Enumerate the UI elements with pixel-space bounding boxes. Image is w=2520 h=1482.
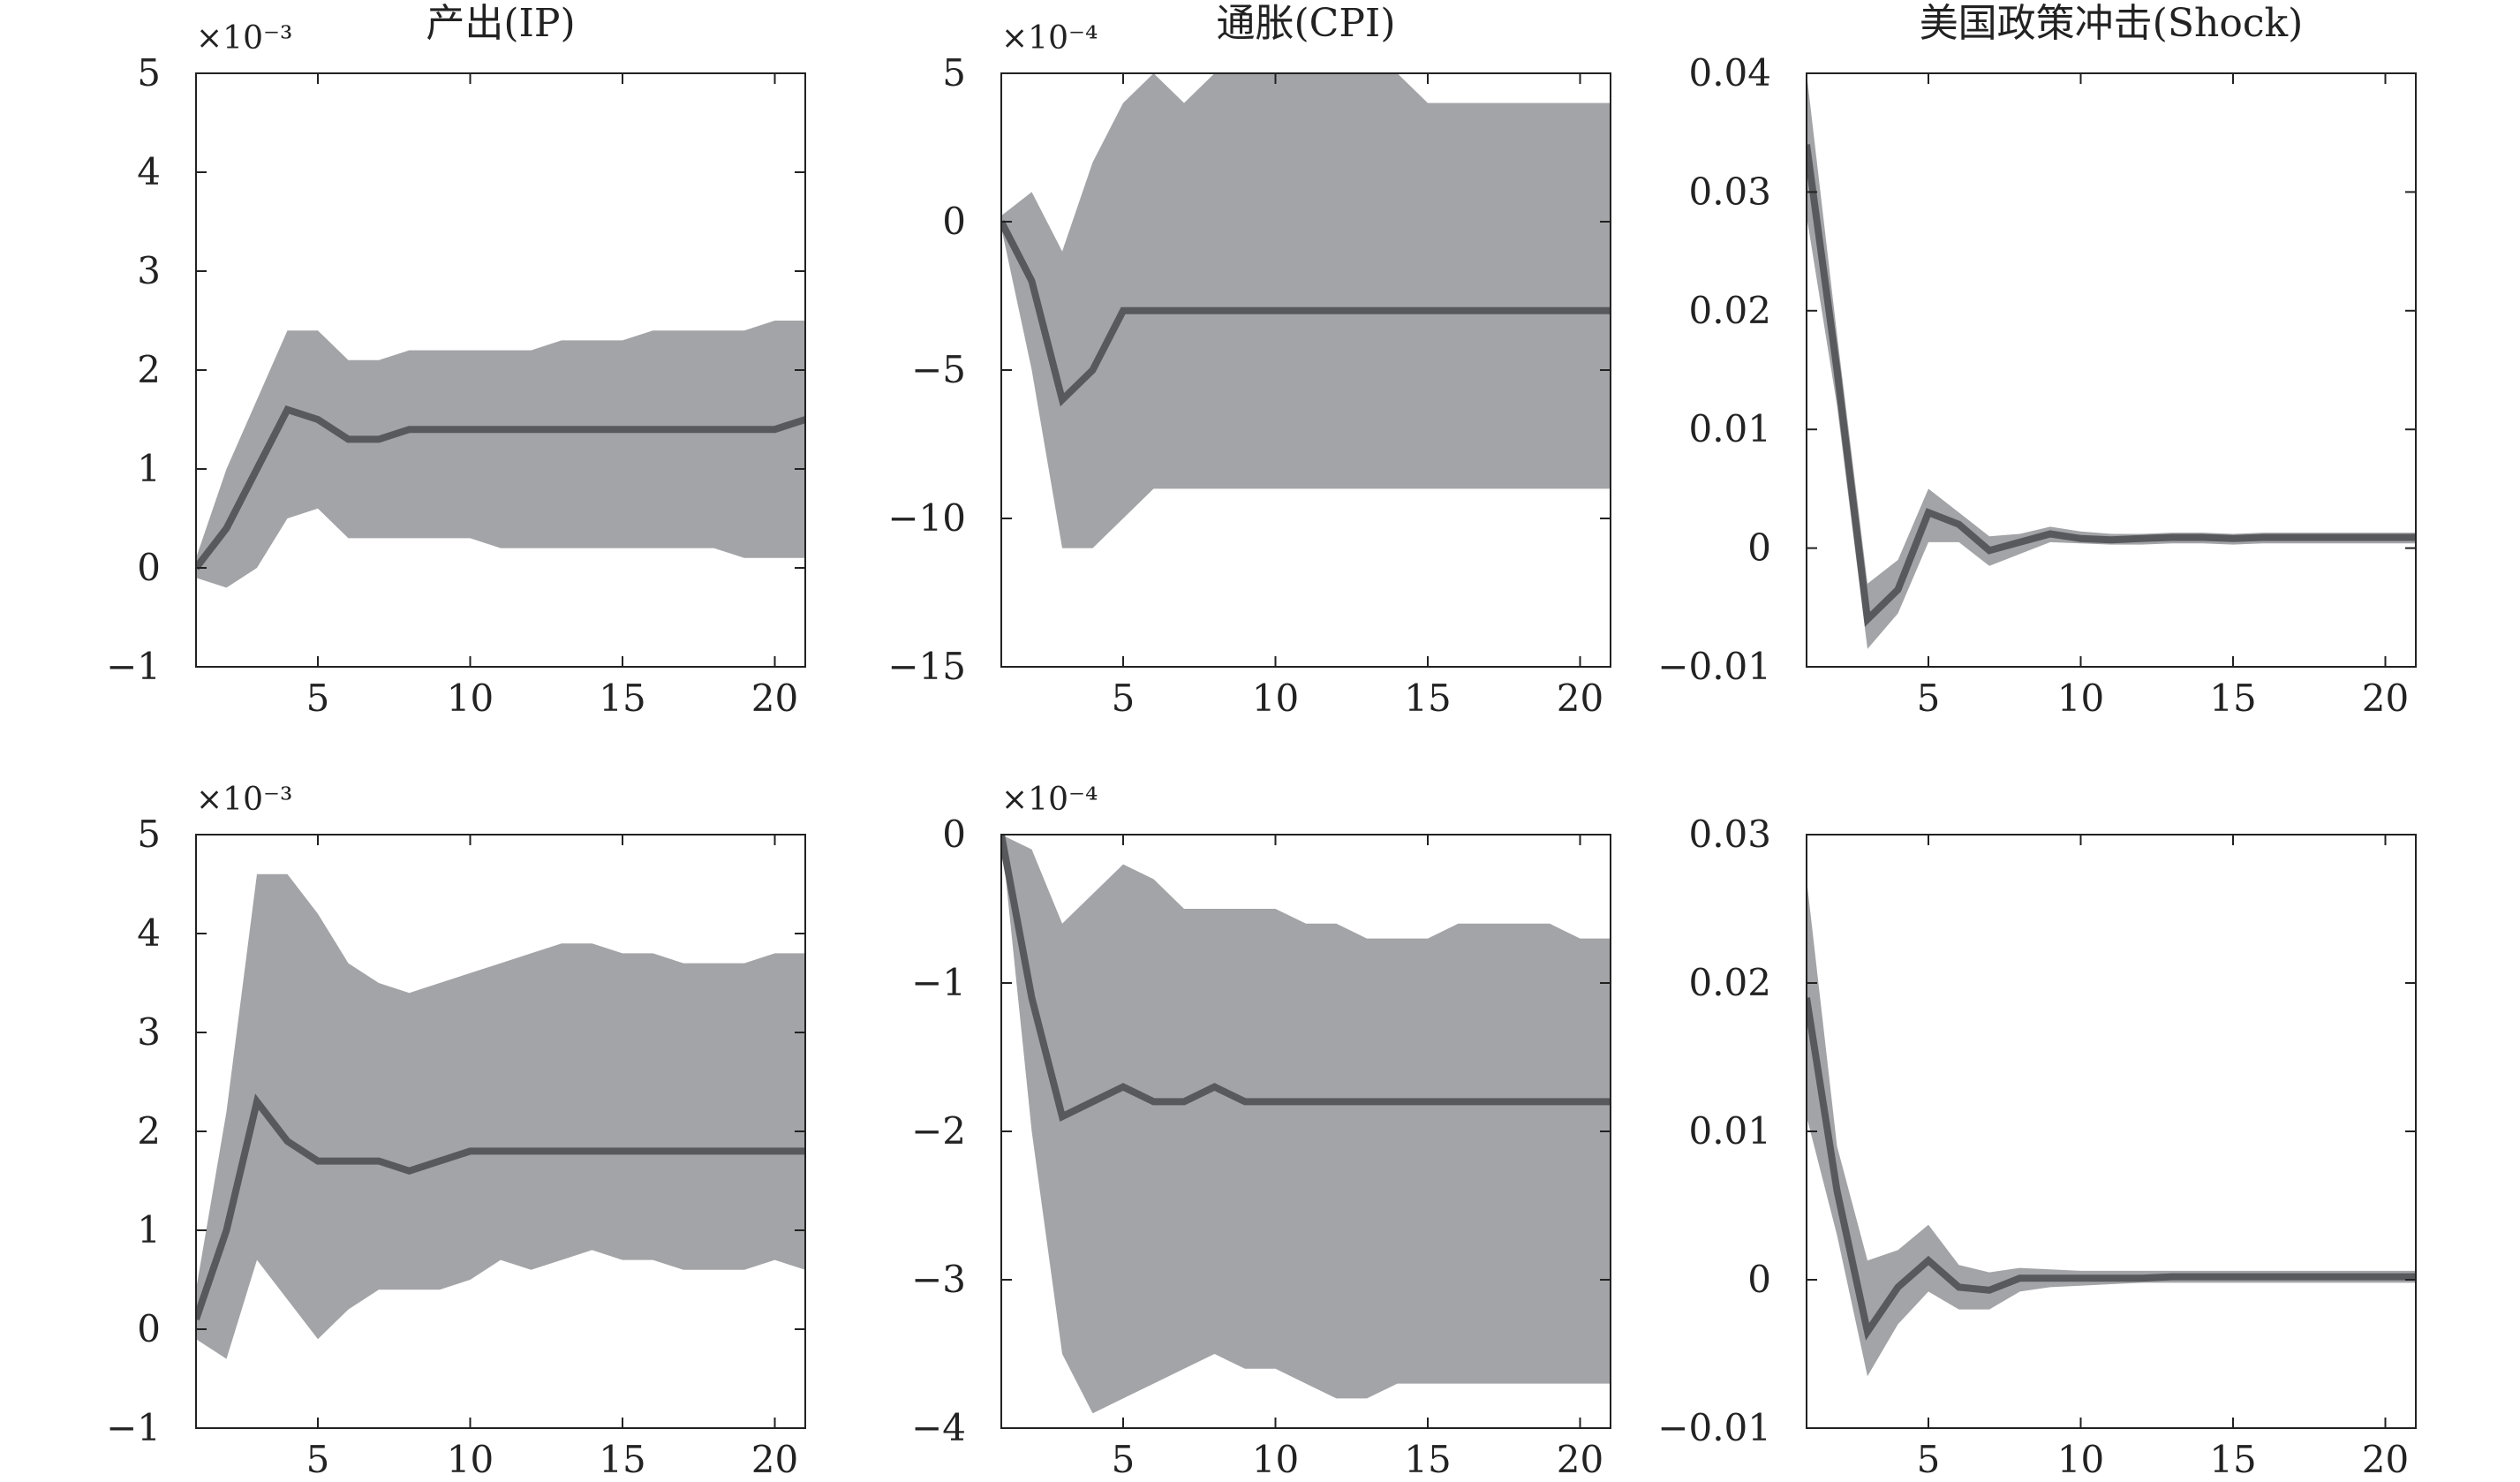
y-tick-label: −2 [911, 1109, 966, 1153]
y-tick-label: −0.01 [1657, 1406, 1771, 1449]
axis-multiplier: ×10⁻³ [196, 20, 292, 57]
x-tick-label: 15 [2209, 677, 2256, 720]
x-tick-label: 15 [2209, 1438, 2256, 1481]
x-tick-label: 15 [599, 677, 645, 720]
confidence-band [1001, 835, 1611, 1414]
y-tick-label: −10 [887, 496, 966, 540]
y-tick-label: 0.02 [1688, 961, 1771, 1004]
y-tick-label: 0.04 [1688, 51, 1771, 95]
x-tick-label: 15 [599, 1438, 645, 1481]
plot-area [1807, 835, 2416, 1428]
y-tick-label: 0.01 [1688, 1109, 1771, 1153]
response-line [1001, 835, 1611, 1122]
x-tick-label: 10 [1252, 677, 1299, 720]
y-tick-label: 0 [137, 546, 161, 589]
response-line [1807, 144, 2416, 627]
response-line [196, 405, 805, 571]
y-tick-label: 1 [137, 447, 161, 490]
y-tick-label: 2 [137, 1109, 161, 1153]
x-tick-label: 10 [447, 1438, 494, 1481]
axis-multiplier: ×10⁻⁴ [1001, 20, 1098, 57]
x-tick-label: 5 [1917, 1438, 1941, 1481]
y-tick-label: 0 [1747, 526, 1771, 570]
y-tick-label: 4 [137, 911, 161, 955]
y-tick-label: −0.01 [1657, 645, 1771, 688]
x-tick-label: 10 [2057, 1438, 2104, 1481]
y-tick-label: 5 [942, 51, 966, 95]
x-tick-label: 20 [751, 677, 798, 720]
chart-panel-row2-col1: 5 10 15 20 −1 0 1 2 3 4 5 ×10⁻³ [106, 782, 806, 1481]
x-tick-label: 5 [1112, 1438, 1136, 1481]
chart-panel-row1-col1: 5 10 15 20 −1 0 1 2 3 4 5 ×10⁻³ 产出(IP) [106, 1, 806, 720]
y-tick-label: 4 [137, 150, 161, 193]
x-tick-label: 5 [1917, 677, 1941, 720]
confidence-band [196, 873, 805, 1359]
y-tick-label: 0 [942, 200, 966, 243]
y-tick-label: 3 [137, 1010, 161, 1054]
response-line [196, 1093, 805, 1321]
y-tick-label: 1 [137, 1208, 161, 1251]
x-tick-label: 20 [2362, 1438, 2409, 1481]
y-tick-label: 0 [942, 813, 966, 856]
y-tick-label: −1 [911, 961, 966, 1004]
y-tick-label: 0.02 [1688, 289, 1771, 332]
x-tick-label: 5 [1112, 677, 1136, 720]
x-tick-label: 20 [1557, 1438, 1603, 1481]
x-tick-label: 20 [1557, 677, 1603, 720]
axis-multiplier: ×10⁻³ [196, 782, 292, 818]
x-tick-label: 15 [1404, 1438, 1451, 1481]
y-tick-label: 3 [137, 249, 161, 292]
y-tick-label: 2 [137, 348, 161, 391]
y-tick-label: −1 [106, 1406, 161, 1449]
y-tick-label: 0 [137, 1307, 161, 1350]
x-tick-label: 10 [447, 677, 494, 720]
y-tick-label: −15 [887, 645, 966, 688]
x-tick-label: 5 [306, 677, 330, 720]
x-tick-label: 5 [306, 1438, 330, 1481]
panel-title: 产出(IP) [426, 1, 575, 46]
x-tick-label: 10 [2057, 677, 2104, 720]
axis-multiplier: ×10⁻⁴ [1001, 782, 1098, 818]
y-tick-label: 5 [137, 813, 161, 856]
x-tick-label: 15 [1404, 677, 1451, 720]
y-tick-label: −3 [911, 1258, 966, 1301]
y-tick-label: 0.03 [1688, 170, 1771, 213]
y-tick-label: −1 [106, 645, 161, 688]
y-tick-label: 0.03 [1688, 813, 1771, 856]
chart-panel-row2-col2: 5 10 15 20 −4 −3 −2 −1 0 ×10⁻⁴ [911, 782, 1611, 1481]
y-tick-label: −4 [911, 1406, 966, 1449]
chart-panel-row1-col2: 5 10 15 20 −15 −10 −5 0 5 ×10⁻⁴ 通胀(CPI) [887, 1, 1611, 720]
plot-frame [1806, 72, 2417, 668]
confidence-band [196, 321, 805, 588]
panel-title: 美国政策冲击(Shock) [1920, 1, 2304, 46]
x-tick-label: 20 [2362, 677, 2409, 720]
chart-panel-row2-col3: 5 10 15 20 −0.01 0 0.01 0.02 0.03 [1657, 813, 2417, 1481]
y-tick-label: −5 [911, 348, 966, 391]
y-tick-label: 0.01 [1688, 407, 1771, 450]
x-tick-label: 20 [751, 1438, 798, 1481]
response-line [1001, 220, 1611, 407]
panel-title: 通胀(CPI) [1217, 1, 1396, 46]
chart-panel-row1-col3: 5 10 15 20 −0.01 0 0.01 0.02 0.03 0.04 美国政策冲击(Shoc… [1657, 1, 2417, 720]
y-tick-label: 0 [1747, 1258, 1771, 1301]
y-tick-label: 5 [137, 51, 161, 95]
x-tick-label: 10 [1252, 1438, 1299, 1481]
response-line [1807, 997, 2416, 1341]
